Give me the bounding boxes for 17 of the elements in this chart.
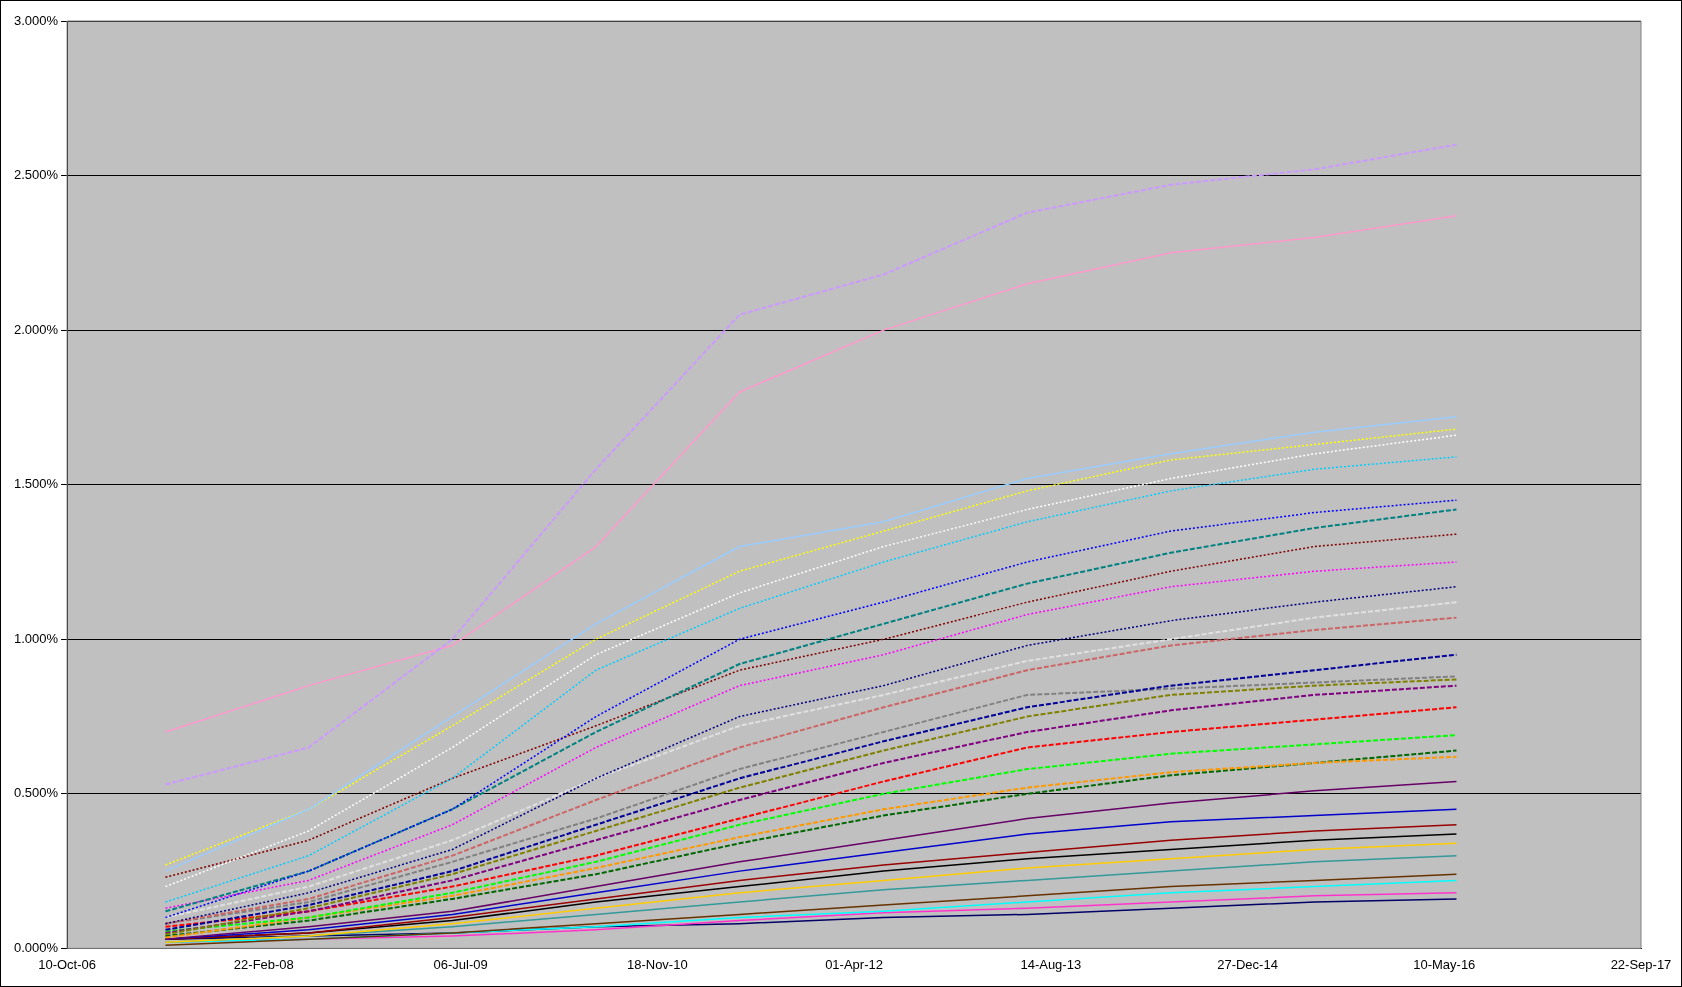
x-tick-label: 18-Nov-10 — [626, 956, 688, 972]
x-tick-label: 14-Aug-13 — [1020, 956, 1082, 972]
x-tick-label: 10-Oct-06 — [38, 956, 96, 972]
x-tick-label: 10-May-16 — [1413, 956, 1476, 972]
y-tick-label: 0.500% — [14, 785, 59, 801]
y-tick-label: 2.000% — [14, 321, 59, 337]
y-tick-label: 3.000% — [14, 12, 59, 28]
y-tick-label: 0.000% — [14, 939, 59, 955]
x-tick-label: 27-Dec-14 — [1217, 956, 1278, 972]
x-tick-label: 22-Feb-08 — [233, 956, 294, 972]
line-series — [164, 143, 1458, 786]
x-tick-label: 22-Sep-17 — [1610, 956, 1672, 972]
y-tick-label: 1.000% — [14, 630, 59, 646]
y-tick-label: 2.500% — [14, 167, 59, 183]
x-tick-label: 01-Apr-12 — [825, 956, 883, 972]
y-tick-label: 1.500% — [14, 476, 59, 492]
x-tick-label: 06-Jul-09 — [433, 956, 488, 972]
